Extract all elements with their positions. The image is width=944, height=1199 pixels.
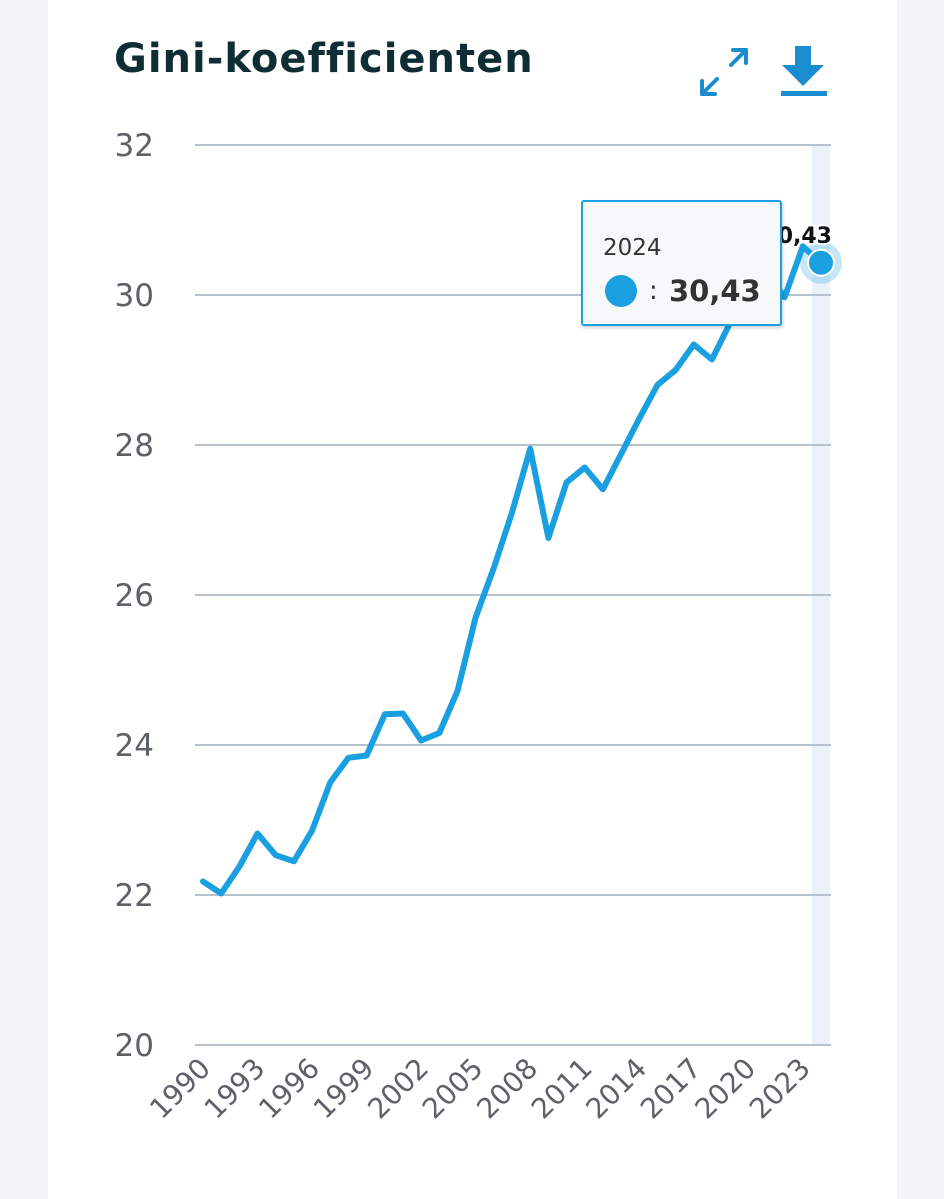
x-tick-label: 2017: [634, 1052, 708, 1126]
x-tick-label: 1990: [143, 1052, 217, 1126]
x-tick-label: 2005: [416, 1052, 490, 1126]
y-tick-label: 32: [115, 128, 154, 164]
x-tick-label: 2014: [579, 1052, 653, 1126]
highlight-point: [807, 248, 835, 277]
x-tick-label: 2023: [743, 1052, 817, 1126]
tooltip: 2024 : 30,43: [581, 200, 782, 326]
tooltip-separator: :: [649, 276, 658, 306]
y-tick-label: 20: [115, 1028, 154, 1064]
expand-icon[interactable]: [696, 44, 752, 100]
y-tick-label: 26: [115, 578, 154, 614]
series-line: [200, 243, 824, 897]
tooltip-year: 2024: [603, 235, 662, 261]
x-tick-label: 2020: [689, 1052, 763, 1126]
y-tick-label: 24: [115, 728, 154, 764]
tooltip-value: 30,43: [669, 274, 761, 308]
x-tick-label: 2002: [361, 1052, 435, 1126]
chart-card: [48, 0, 897, 1199]
x-tick-label: 1999: [307, 1052, 381, 1126]
download-icon[interactable]: [778, 44, 830, 100]
x-tick-label: 1993: [198, 1052, 272, 1126]
chart-title: Gini-koefficienten: [114, 36, 534, 82]
x-tick-label: 2011: [525, 1052, 599, 1126]
x-tick-label: 2008: [470, 1052, 544, 1126]
y-tick-label: 28: [115, 428, 154, 464]
tooltip-series-dot: [605, 275, 637, 307]
y-tick-label: 30: [115, 278, 154, 314]
y-tick-label: 22: [115, 878, 154, 914]
x-tick-label: 1996: [252, 1052, 326, 1126]
